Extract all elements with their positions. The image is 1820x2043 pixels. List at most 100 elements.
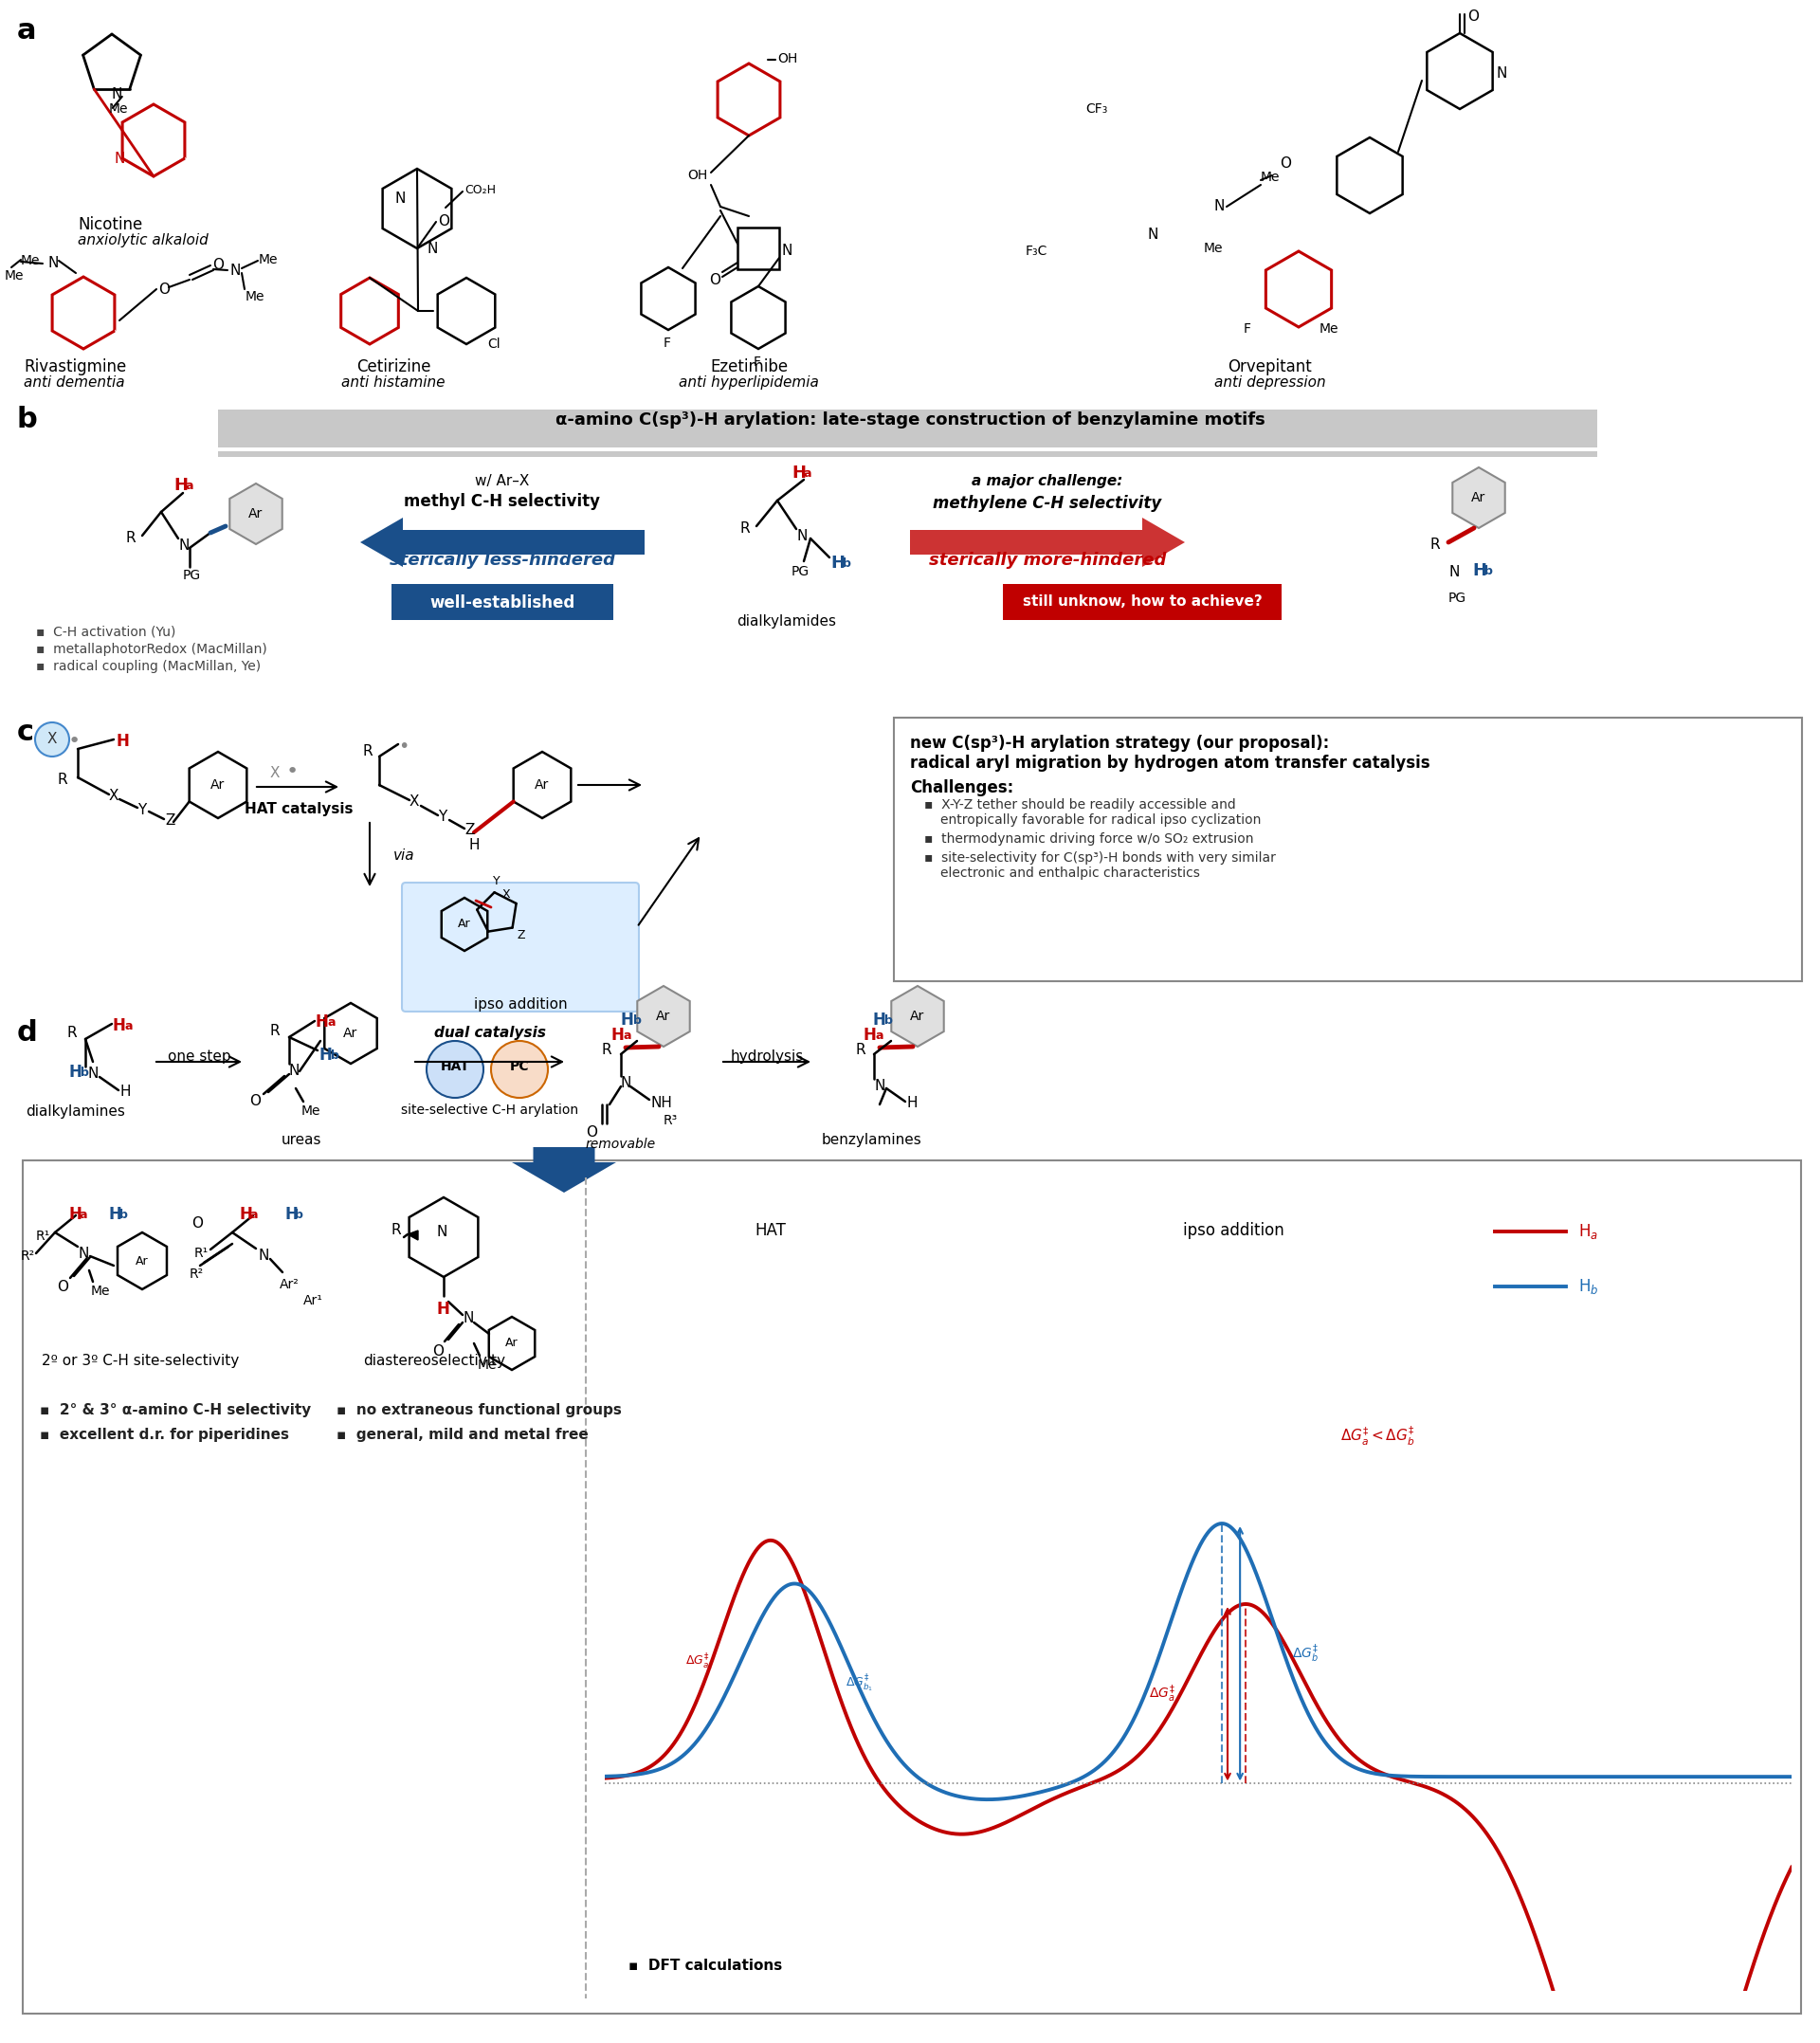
Text: Z: Z: [464, 823, 475, 838]
Text: Me: Me: [1203, 241, 1223, 255]
Text: Challenges:: Challenges:: [910, 778, 1014, 797]
Text: H: H: [238, 1205, 251, 1224]
Text: N: N: [426, 241, 437, 255]
Polygon shape: [229, 484, 282, 543]
FancyArrow shape: [511, 1146, 617, 1193]
Text: ureas: ureas: [282, 1134, 322, 1146]
Text: one step: one step: [167, 1050, 231, 1064]
Circle shape: [426, 1042, 484, 1097]
Text: ▪  no extraneous functional groups: ▪ no extraneous functional groups: [337, 1404, 622, 1418]
Text: O: O: [158, 282, 169, 296]
Text: R: R: [855, 1042, 864, 1056]
Text: electronic and enthalpic characteristics: electronic and enthalpic characteristics: [941, 866, 1199, 881]
Text: radical aryl migration by hydrogen atom transfer catalysis: radical aryl migration by hydrogen atom …: [910, 754, 1431, 772]
Text: F: F: [753, 355, 761, 370]
Text: F: F: [664, 337, 672, 349]
Text: ▪  DFT calculations: ▪ DFT calculations: [628, 1959, 783, 1974]
Text: N: N: [874, 1079, 885, 1093]
Text: R³: R³: [664, 1113, 679, 1128]
Text: H: H: [116, 733, 129, 750]
Text: a major challenge:: a major challenge:: [972, 474, 1123, 488]
Text: Me: Me: [109, 102, 127, 116]
Text: Ar: Ar: [249, 507, 264, 521]
Text: X: X: [502, 889, 511, 901]
Text: Me: Me: [1320, 323, 1340, 335]
Text: Me: Me: [1261, 172, 1279, 184]
Text: ▪  2° & 3° α-amino C-H selectivity: ▪ 2° & 3° α-amino C-H selectivity: [40, 1404, 311, 1418]
Text: X: X: [410, 795, 419, 809]
FancyBboxPatch shape: [894, 717, 1802, 981]
Text: dual catalysis: dual catalysis: [435, 1026, 546, 1040]
Text: H$_b$: H$_b$: [1578, 1277, 1598, 1295]
Text: a: a: [126, 1019, 133, 1032]
Text: $\Delta G_b^‡$: $\Delta G_b^‡$: [1292, 1643, 1318, 1665]
Text: F₃C: F₃C: [1026, 245, 1048, 257]
Text: X: X: [269, 766, 280, 780]
Text: new C(sp³)-H arylation strategy (our proposal):: new C(sp³)-H arylation strategy (our pro…: [910, 735, 1329, 752]
Text: $\Delta G_a^‡$: $\Delta G_a^‡$: [1148, 1683, 1176, 1704]
Text: ▪  excellent d.r. for piperidines: ▪ excellent d.r. for piperidines: [40, 1428, 289, 1442]
Text: R: R: [362, 744, 371, 758]
Text: a: a: [624, 1030, 632, 1042]
Text: R: R: [602, 1042, 612, 1056]
Text: ▪  metallaphotorRedox (MacMillan): ▪ metallaphotorRedox (MacMillan): [36, 644, 268, 656]
Text: •: •: [69, 731, 80, 752]
Text: N: N: [1496, 65, 1507, 80]
Text: Me: Me: [302, 1105, 320, 1118]
Text: CF₃: CF₃: [1085, 102, 1108, 116]
Text: H: H: [173, 476, 187, 494]
Text: HAT: HAT: [440, 1060, 470, 1073]
Text: well-established: well-established: [430, 595, 575, 611]
Text: sterically more-hindered: sterically more-hindered: [928, 552, 1167, 568]
Text: Ar: Ar: [657, 1009, 672, 1024]
Text: OH: OH: [777, 53, 797, 65]
Text: Nicotine: Nicotine: [78, 217, 142, 233]
Text: a: a: [78, 1209, 87, 1222]
Text: O: O: [1279, 157, 1290, 172]
Text: N: N: [621, 1077, 632, 1091]
Text: b: b: [120, 1209, 127, 1222]
Text: b: b: [80, 1066, 89, 1079]
Text: dialkylamides: dialkylamides: [737, 615, 837, 629]
Text: O: O: [1467, 10, 1478, 25]
Text: a: a: [16, 16, 36, 45]
Text: Me: Me: [20, 253, 40, 268]
Text: w/ Ar–X: w/ Ar–X: [475, 474, 530, 488]
Text: a: a: [249, 1209, 257, 1222]
Text: b: b: [885, 1015, 894, 1028]
Text: ▪  X-Y-Z tether should be readily accessible and: ▪ X-Y-Z tether should be readily accessi…: [925, 799, 1236, 811]
Text: b: b: [331, 1050, 339, 1062]
Text: H$_a$: H$_a$: [1578, 1222, 1598, 1240]
Text: Me: Me: [258, 253, 278, 266]
Text: N: N: [113, 151, 124, 165]
Text: c: c: [16, 719, 35, 746]
Text: N: N: [437, 1224, 448, 1238]
Text: O: O: [191, 1216, 202, 1230]
Text: H: H: [437, 1301, 450, 1318]
Text: H: H: [69, 1064, 82, 1081]
Text: Ar: Ar: [506, 1338, 519, 1350]
Text: methylene C-H selectivity: methylene C-H selectivity: [934, 494, 1161, 513]
FancyBboxPatch shape: [22, 1160, 1802, 2014]
Text: PC: PC: [510, 1060, 530, 1073]
Text: anti depression: anti depression: [1214, 376, 1327, 390]
Text: N: N: [111, 88, 122, 102]
Text: Ar: Ar: [910, 1009, 925, 1024]
Text: hydrolysis: hydrolysis: [730, 1050, 803, 1064]
Text: Me: Me: [91, 1285, 111, 1297]
Text: X: X: [47, 731, 56, 746]
Text: ▪  thermodynamic driving force w/o SO₂ extrusion: ▪ thermodynamic driving force w/o SO₂ ex…: [925, 832, 1254, 846]
Text: H: H: [113, 1017, 126, 1034]
Text: OH: OH: [688, 170, 708, 182]
Text: H: H: [872, 1011, 885, 1028]
Text: R: R: [269, 1024, 280, 1038]
Text: 2º or 3º C-H site-selectivity: 2º or 3º C-H site-selectivity: [42, 1355, 238, 1369]
Text: X: X: [109, 789, 118, 803]
Text: CO₂H: CO₂H: [464, 184, 495, 196]
FancyArrow shape: [360, 517, 644, 566]
Text: Ar: Ar: [1472, 490, 1485, 505]
Text: Ar²: Ar²: [280, 1279, 298, 1291]
Text: R: R: [56, 772, 67, 787]
Text: b: b: [295, 1209, 304, 1222]
Text: Ar¹: Ar¹: [304, 1293, 324, 1308]
